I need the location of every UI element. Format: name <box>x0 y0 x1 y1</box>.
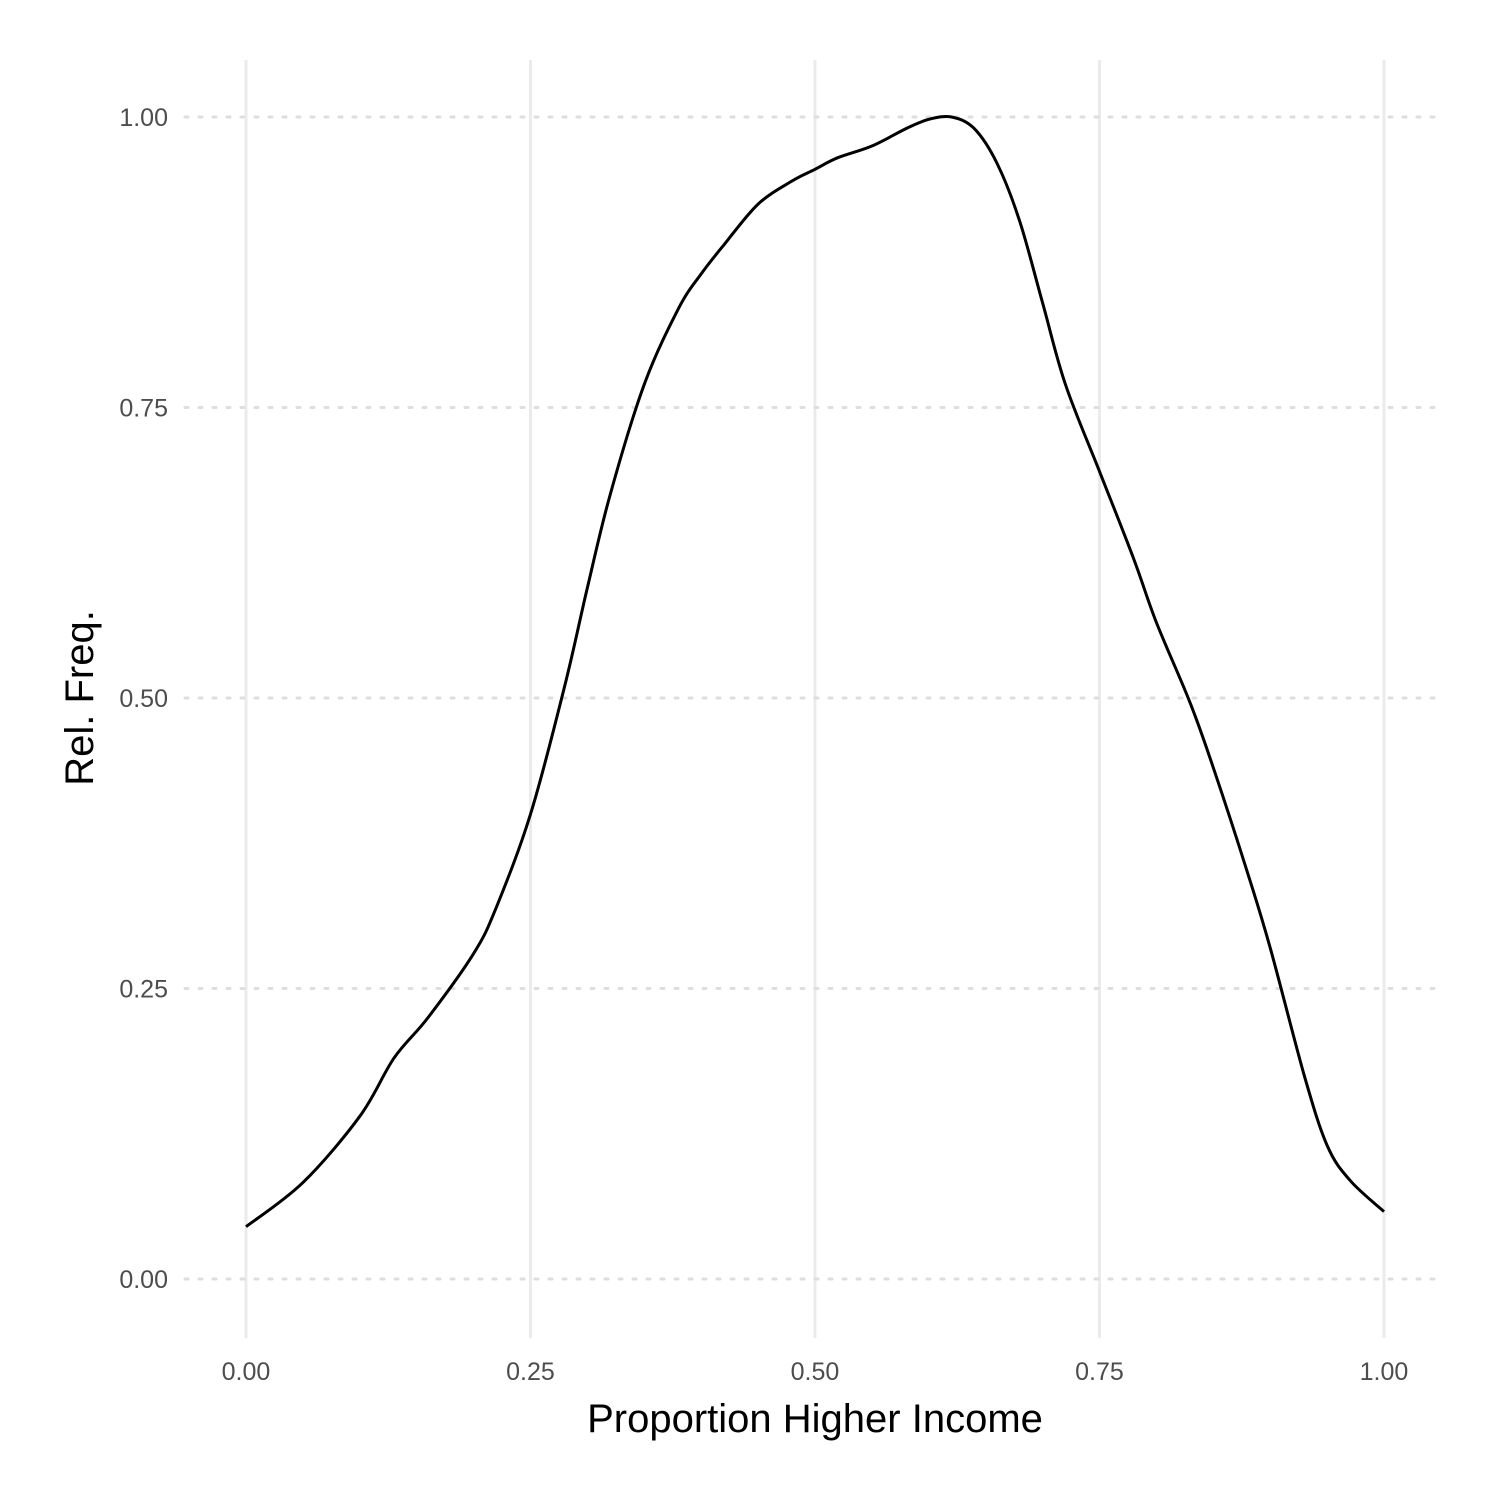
y-tick-label: 0.75 <box>119 395 168 423</box>
x-tick-label: 0.00 <box>222 1358 271 1386</box>
y-tick-label: 1.00 <box>119 104 168 132</box>
x-tick-label: 0.25 <box>506 1358 555 1386</box>
curve-layer <box>245 114 1386 1228</box>
x-tick-label: 0.75 <box>1075 1358 1124 1386</box>
y-tick-label: 0.25 <box>119 976 168 1004</box>
density-curve <box>245 114 1386 1228</box>
x-tick-label: 1.00 <box>1360 1358 1409 1386</box>
tick-layer: 0.00 0.25 0.50 0.75 1.00 0.00 0.25 0.50 0.75 1.00 <box>119 104 1408 1386</box>
y-tick-label: 0.50 <box>119 685 168 713</box>
grid-layer <box>183 60 1442 1338</box>
x-tick-label: 0.50 <box>791 1358 840 1386</box>
y-axis-title: Rel. Freq. <box>58 610 102 786</box>
x-axis-title: Proportion Higher Income <box>587 1397 1043 1441</box>
y-tick-label: 0.00 <box>119 1266 168 1294</box>
